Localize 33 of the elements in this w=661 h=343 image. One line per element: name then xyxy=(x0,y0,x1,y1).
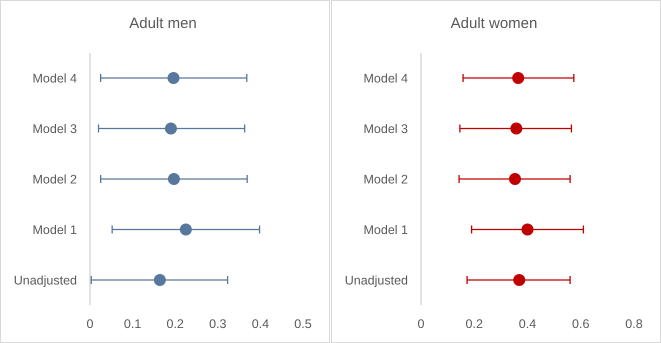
x-tick-label: 0.2 xyxy=(466,317,483,331)
y-tick-label: Model 4 xyxy=(32,72,78,86)
x-tick-label: 0 xyxy=(86,317,94,331)
point xyxy=(180,224,192,236)
y-tick-label: Unadjusted xyxy=(14,274,78,288)
x-tick-label: 0.2 xyxy=(166,317,184,331)
point xyxy=(168,173,180,185)
x-tick-label: 0.5 xyxy=(294,317,312,331)
point xyxy=(513,274,526,286)
chart-title: Adult women xyxy=(450,15,538,32)
y-tick-label: Model 4 xyxy=(364,72,408,86)
x-tick-label: 0.6 xyxy=(572,317,590,331)
chart-title: Adult men xyxy=(129,15,197,32)
point xyxy=(512,72,524,84)
x-tick-label: 0 xyxy=(418,317,425,331)
x-tick-label: 0.4 xyxy=(518,317,536,331)
point xyxy=(510,122,522,134)
y-tick-label: Model 1 xyxy=(32,223,78,237)
y-tick-label: Model 2 xyxy=(32,172,78,186)
x-tick-label: 0.3 xyxy=(209,317,227,331)
y-tick-label: Model 1 xyxy=(364,223,408,237)
y-tick-label: Model 3 xyxy=(364,122,408,136)
y-tick-label: Model 3 xyxy=(32,122,78,136)
point xyxy=(508,173,521,185)
y-tick-label: Unadjusted xyxy=(344,274,408,288)
x-tick-label: 0.1 xyxy=(124,317,142,331)
y-tick-label: Model 2 xyxy=(364,172,408,186)
x-tick-label: 0.4 xyxy=(252,317,270,331)
x-tick-label: 0.8 xyxy=(625,317,643,331)
point xyxy=(154,274,166,286)
point xyxy=(164,122,177,134)
point xyxy=(522,224,534,236)
point xyxy=(167,72,180,84)
